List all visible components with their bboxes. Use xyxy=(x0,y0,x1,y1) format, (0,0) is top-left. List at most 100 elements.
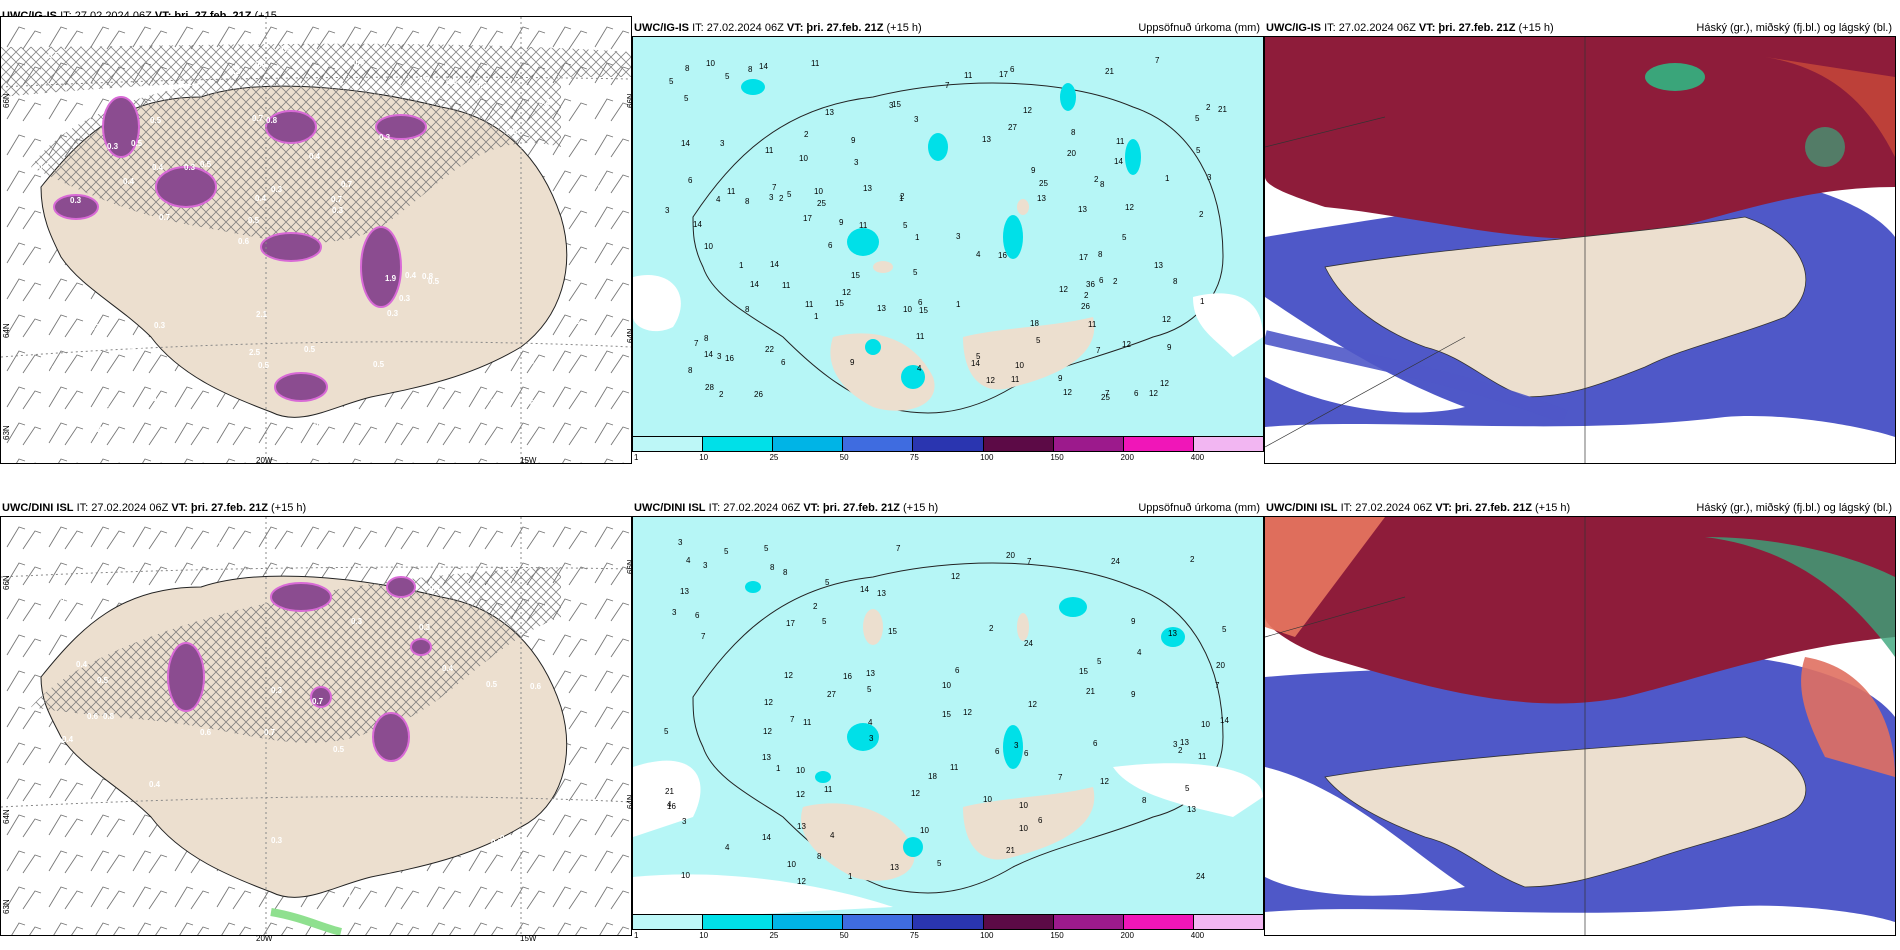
map-value-label: 0.3 xyxy=(154,321,166,330)
map-value-label: 0.3 xyxy=(78,111,90,120)
map-value-label: 7 xyxy=(896,544,901,553)
map-value-label: 6 xyxy=(1134,389,1139,398)
map-value-label: 5 xyxy=(669,77,674,86)
map-value-label: 0.5 xyxy=(48,51,60,60)
map-value-label: 1 xyxy=(776,764,781,773)
map-value-label: 0.7 xyxy=(252,114,264,123)
map-value-label: 8 xyxy=(748,65,753,74)
map-value-label: 13 xyxy=(797,822,806,831)
map-value-label: 4 xyxy=(917,364,922,373)
map-value-label: 18 xyxy=(928,772,937,781)
map-value-label: 10 xyxy=(814,187,823,196)
map-value-label: 0.5 xyxy=(428,277,440,286)
panel-bottom-right: UWC/DINI ISL IT: 27.02.2024 06Z VT: þri.… xyxy=(1264,494,1896,950)
map-value-label: 11 xyxy=(1116,137,1125,146)
map-value-label: 0.3 xyxy=(131,345,143,354)
map-value-label: 2 xyxy=(719,390,724,399)
colorbar-label: 25 xyxy=(769,453,779,462)
map-value-label: 3 xyxy=(703,561,708,570)
map-value-label: 10 xyxy=(1019,824,1028,833)
map-value-label: 25 xyxy=(1101,393,1110,402)
map-value-label: 5 xyxy=(725,72,730,81)
map-value-label: 12 xyxy=(1149,389,1158,398)
map-value-label: 4 xyxy=(868,718,873,727)
map-value-label: 4 xyxy=(830,831,835,840)
map-value-label: 10 xyxy=(1019,801,1028,810)
map-value-label: 0.6 xyxy=(530,682,542,691)
colorbar-label: 150 xyxy=(1050,453,1064,462)
map-accum-precip-ig xyxy=(632,36,1264,438)
map-value-label: 13 xyxy=(866,669,875,678)
map-value-label: 13 xyxy=(1180,738,1189,747)
map-value-label: 9 xyxy=(851,136,856,145)
map-value-label: 7 xyxy=(1155,56,1160,65)
map-value-label: 11 xyxy=(765,146,774,155)
map-value-label: 14 xyxy=(1114,157,1123,166)
map-value-label: 10 xyxy=(983,795,992,804)
map-value-label: 0.3 xyxy=(351,617,363,626)
colorbar-label: 100 xyxy=(980,453,994,462)
map-value-label: 12 xyxy=(763,727,772,736)
map-value-label: 0.4 xyxy=(471,546,483,555)
map-value-label: 3 xyxy=(889,101,894,110)
panel-title: UWC/IG-IS IT: 27.02.2024 06Z VT: þri. 27… xyxy=(634,22,922,34)
map-value-label: 0.4 xyxy=(62,735,74,744)
map-value-label: 8 xyxy=(685,64,690,73)
map-value-label: 12 xyxy=(764,698,773,707)
map-value-label: 0.3 xyxy=(271,185,283,194)
map-value-label: 2 xyxy=(1178,746,1183,755)
map-value-label: 8 xyxy=(1071,128,1076,137)
map-value-label: 12 xyxy=(1028,700,1037,709)
map-value-label: 2 xyxy=(804,130,809,139)
panel-title: UWC/DINI ISL IT: 27.02.2024 06Z VT: þri.… xyxy=(634,502,939,514)
map-value-label: 7 xyxy=(1215,681,1220,690)
map-value-label: 0.4 xyxy=(255,60,267,69)
map-value-label: 16 xyxy=(725,354,734,363)
map-value-label: 0.3 xyxy=(539,150,551,159)
lon-label-20w: 20W xyxy=(256,934,273,943)
map-value-label: 0.3 xyxy=(354,890,366,899)
map-value-label: 15 xyxy=(892,100,901,109)
map-value-label: 16 xyxy=(667,802,676,811)
panel-title: UWC/IG-IS IT: 27.02.2024 06Z VT: þri. 27… xyxy=(1266,22,1554,34)
colorbar-label: 200 xyxy=(1120,453,1134,462)
map-value-label: 0.3 xyxy=(184,163,196,172)
map-value-label: 15 xyxy=(888,627,897,636)
colorbar xyxy=(632,436,1264,452)
map-value-label: 3 xyxy=(854,158,859,167)
map-value-label: 15 xyxy=(851,271,860,280)
map-value-label: 3 xyxy=(717,352,722,361)
colorbar-swatch xyxy=(703,915,774,929)
map-value-label: 0.4 xyxy=(442,664,454,673)
map-value-label: 8 xyxy=(1142,796,1147,805)
map-value-label: 4 xyxy=(1137,648,1142,657)
colorbar-label: 1 xyxy=(634,931,639,940)
map-value-label: 0.8 xyxy=(523,357,535,366)
map-value-label: 5 xyxy=(903,221,908,230)
map-value-label: 6 xyxy=(995,747,1000,756)
map-value-label: 2 xyxy=(813,602,818,611)
map-value-label: 0.6 xyxy=(87,712,99,721)
map-value-label: 1.9 xyxy=(385,274,397,283)
colorbar-swatch xyxy=(1123,915,1194,929)
map-value-label: 20 xyxy=(1006,551,1015,560)
map-value-label: 1 xyxy=(848,872,853,881)
map-value-label: 0.4 xyxy=(192,384,204,393)
map-value-label: 9 xyxy=(1131,617,1136,626)
map-value-label: 0.4 xyxy=(123,177,135,186)
map-value-label: 5 xyxy=(1222,625,1227,634)
map-value-label: 6 xyxy=(695,611,700,620)
map-value-label: 11 xyxy=(964,71,973,80)
map-value-label: 12 xyxy=(1122,340,1131,349)
map-value-label: 3 xyxy=(1207,173,1212,182)
map-value-label: 12 xyxy=(796,790,805,799)
map-value-label: 10 xyxy=(920,826,929,835)
map-value-label: 0.3 xyxy=(88,323,100,332)
value-labels: 0.3 0.4 0.6 0.7 0.5 0.8 0.4 0.3 0.4 0.3 0.7 0.5 0.5 0… xyxy=(0,516,632,934)
map-value-label: 2 xyxy=(779,194,784,203)
map-value-label: 17 xyxy=(786,619,795,628)
map-value-label: 2 xyxy=(1206,103,1211,112)
map-value-label: 20 xyxy=(1067,149,1076,158)
map-value-label: 0.9 xyxy=(568,164,580,173)
map-value-label: 3 xyxy=(672,608,677,617)
